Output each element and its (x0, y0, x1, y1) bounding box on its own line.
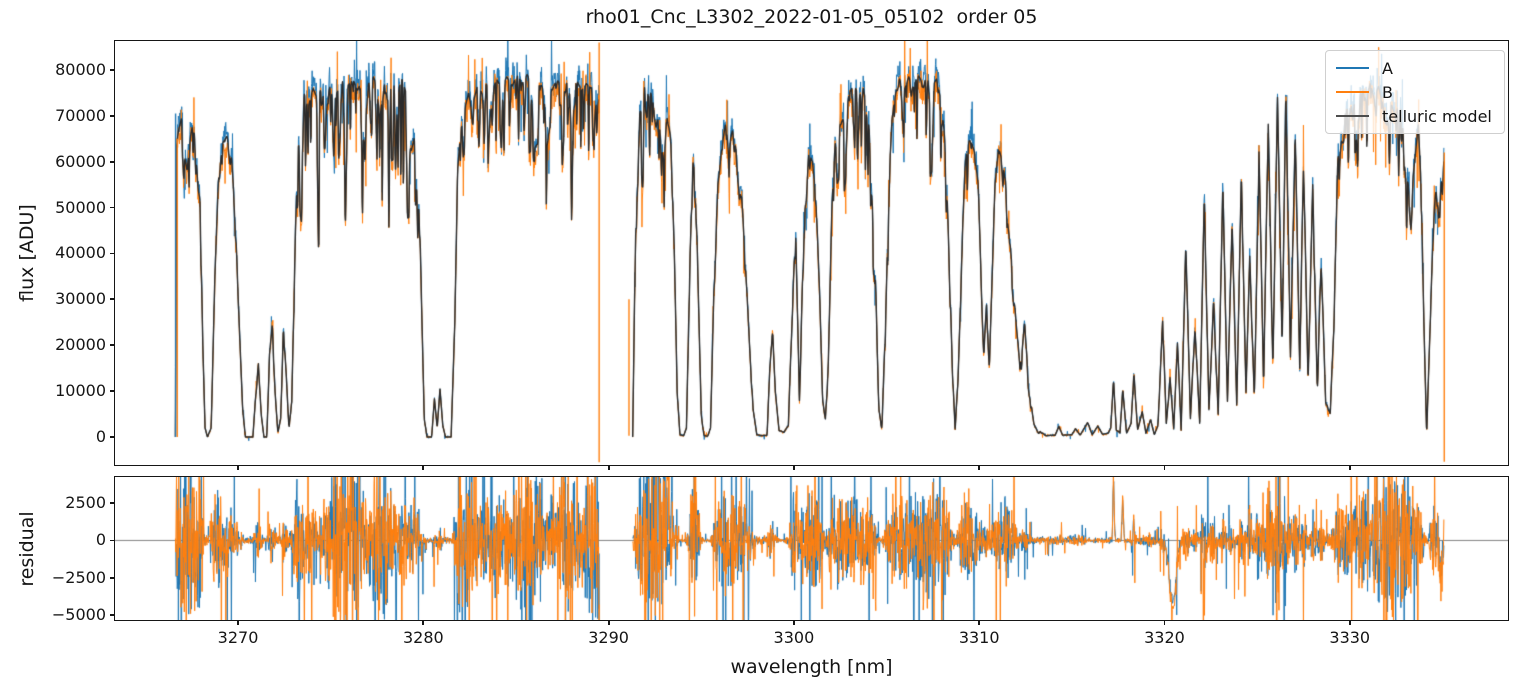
x-tick (978, 465, 981, 470)
x-tick-label: 3300 (773, 628, 815, 647)
legend-box: A B telluric model (1325, 50, 1505, 134)
x-tick (792, 620, 795, 625)
y-tick (110, 206, 115, 209)
y-tick (110, 539, 115, 542)
plot-title: rho01_Cnc_L3302_2022-01-05_05102 order 0… (585, 6, 1038, 28)
y-tick (110, 160, 115, 163)
y-tick (110, 576, 115, 579)
x-tick (1163, 465, 1166, 470)
y-tick-label: −5000 (51, 604, 106, 624)
x-tick (422, 620, 425, 625)
y-tick-label: 70000 (55, 105, 106, 125)
wavelength-axis-label: wavelength [nm] (730, 656, 893, 678)
x-tick-label: 3280 (402, 628, 444, 647)
y-tick (110, 344, 115, 347)
y-tick-label: −2500 (51, 567, 106, 587)
y-tick-label: 0 (95, 530, 106, 550)
x-tick (1163, 620, 1166, 625)
y-tick-label: 60000 (55, 151, 106, 171)
x-tick (607, 620, 610, 625)
x-tick-label: 3330 (1329, 628, 1371, 647)
legend-entry-telluric-model: telluric model (1336, 104, 1494, 128)
legend-line-a (1336, 67, 1369, 69)
y-tick (110, 69, 115, 71)
x-tick-label: 3290 (588, 628, 629, 647)
residual-plot-area (115, 477, 1508, 620)
x-tick (607, 465, 610, 470)
legend-label-b: B (1382, 82, 1393, 102)
legend-entry-b: B (1336, 80, 1494, 104)
x-tick-label: 3270 (217, 628, 259, 647)
y-tick-label: 20000 (55, 335, 106, 355)
legend-label-telluric-model: telluric model (1382, 106, 1492, 126)
y-tick-label: 10000 (55, 381, 106, 401)
y-tick (110, 502, 115, 505)
y-tick (110, 298, 115, 301)
flux-plot-area (115, 41, 1508, 465)
x-tick (237, 465, 239, 470)
legend-label-a: A (1382, 58, 1393, 78)
x-tick-label: 3320 (1144, 628, 1185, 647)
x-tick (1348, 465, 1351, 470)
y-tick-label: 40000 (55, 243, 106, 263)
y-tick-label: 80000 (55, 59, 106, 79)
y-tick (110, 114, 115, 117)
legend-entry-a: A (1336, 56, 1494, 80)
y-tick-label: 30000 (55, 289, 106, 309)
x-tick (422, 465, 425, 470)
y-tick-label: 2500 (65, 493, 106, 513)
y-tick (110, 436, 115, 438)
x-tick-label: 3310 (958, 628, 1000, 647)
legend-line-telluric-model (1336, 115, 1369, 117)
y-tick (110, 614, 115, 616)
legend-line-b (1336, 91, 1369, 93)
y-tick (110, 390, 115, 393)
y-tick-label: 50000 (55, 197, 106, 217)
y-tick (110, 252, 115, 255)
x-tick (792, 465, 795, 470)
x-tick (1348, 620, 1351, 625)
x-tick (978, 620, 981, 625)
x-tick (237, 620, 239, 625)
y-tick-label: 0 (95, 427, 106, 446)
